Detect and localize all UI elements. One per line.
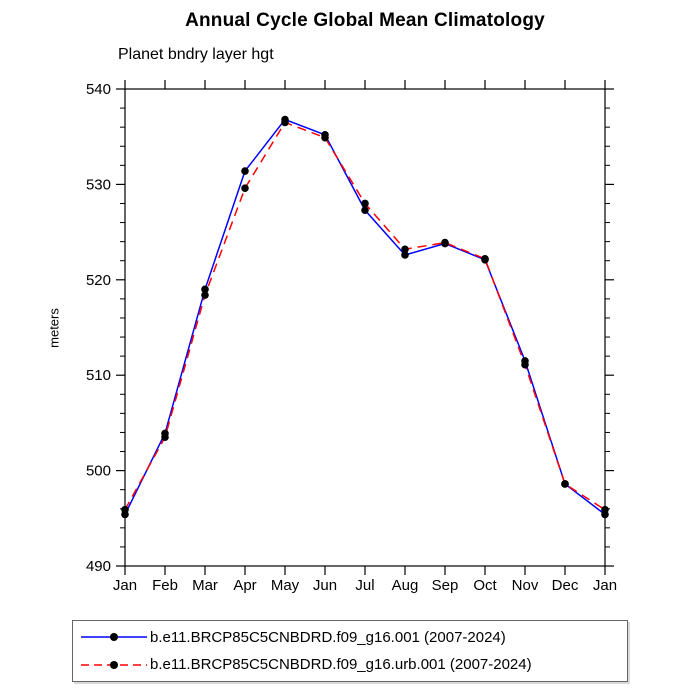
- data-point-marker: [441, 238, 449, 247]
- plot-area: Jan Feb Mar Apr May Jun Jul Aug Sep Oct Nov Dec Jan4…: [86, 80, 617, 594]
- data-point-marker: [361, 206, 369, 214]
- x-tick-label: May: [271, 577, 300, 594]
- y-tick-label: 530: [86, 176, 111, 193]
- y-tick-label: 490: [86, 558, 111, 575]
- legend-line-sample-series2-icon: [81, 660, 147, 669]
- data-point-marker: [321, 133, 329, 142]
- legend-row-series1: b.e11.BRCP85C5CNBDRD.f09_g16.001 (2007-2…: [79, 624, 627, 650]
- x-tick-label: Jun: [313, 577, 337, 594]
- legend-row-series2: b.e11.BRCP85C5CNBDRD.f09_g16.urb.001 (20…: [79, 652, 627, 678]
- x-tick-label: Apr: [233, 577, 256, 594]
- chart-title: Annual Cycle Global Mean Climatology: [185, 10, 545, 31]
- data-point-marker: [521, 360, 529, 369]
- x-tick-label: Nov: [512, 577, 539, 594]
- data-point-marker: [561, 480, 569, 488]
- legend-label-series2: b.e11.BRCP85C5CNBDRD.f09_g16.urb.001 (20…: [150, 656, 532, 674]
- x-tick-label: Sep: [432, 577, 459, 594]
- x-tick-label: Mar: [192, 577, 218, 594]
- legend-label-series1: b.e11.BRCP85C5CNBDRD.f09_g16.001 (2007-2…: [150, 628, 506, 646]
- data-point-marker: [201, 285, 209, 294]
- x-tick-label: Aug: [392, 577, 419, 594]
- data-point-marker: [121, 505, 129, 514]
- y-tick-label: 510: [86, 367, 111, 384]
- x-tick-label: Dec: [552, 577, 579, 594]
- data-point-marker: [481, 255, 489, 263]
- x-tick-label: Oct: [473, 577, 497, 594]
- data-point-marker: [241, 184, 249, 193]
- data-point-marker: [241, 167, 249, 175]
- x-tick-label: Jan: [593, 577, 617, 594]
- legend-box: b.e11.BRCP85C5CNBDRD.f09_g16.001 (2007-2…: [72, 620, 628, 682]
- y-tick-label: 500: [86, 463, 111, 480]
- data-point-marker: [601, 505, 609, 514]
- chart-subtitle: Planet bndry layer hgt: [118, 46, 274, 63]
- plot-frame: [124, 88, 606, 567]
- x-tick-label: Feb: [152, 577, 178, 594]
- y-tick-label: 540: [86, 81, 111, 98]
- x-tick-label: Jul: [355, 577, 374, 594]
- legend-line-sample-series1-icon: [81, 633, 147, 642]
- data-point-marker: [401, 251, 409, 259]
- data-point-marker: [201, 291, 209, 299]
- series-line: [124, 118, 606, 516]
- data-point-marker: [401, 245, 409, 254]
- data-point-marker: [281, 118, 289, 127]
- x-tick-label: Jan: [113, 577, 137, 594]
- data-point-marker: [361, 199, 369, 208]
- data-point-marker: [161, 433, 169, 442]
- y-tick-label: 520: [86, 272, 111, 289]
